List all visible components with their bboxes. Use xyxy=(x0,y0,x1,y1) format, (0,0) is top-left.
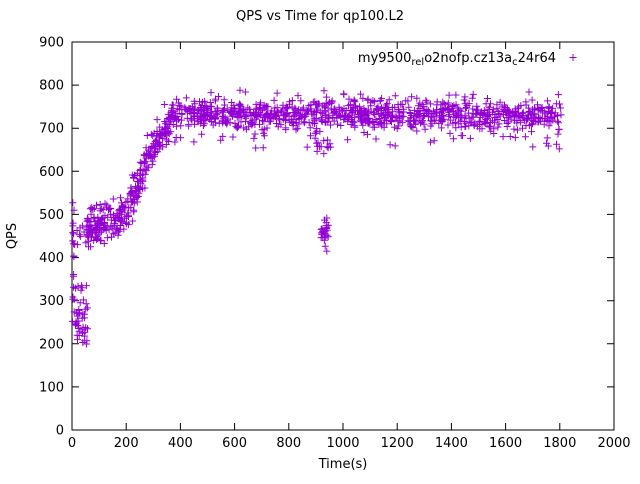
legend: my9500relo2nofp.cz13ac24r64 xyxy=(358,51,577,68)
tick-marks xyxy=(71,41,615,431)
x-tick-label: 1800 xyxy=(543,436,576,451)
x-tick-label: 600 xyxy=(222,436,247,451)
x-tick-label: 1200 xyxy=(381,436,414,451)
y-tick-label: 100 xyxy=(39,380,64,395)
x-axis-label: Time(s) xyxy=(318,457,368,472)
y-axis-label: QPS xyxy=(5,223,20,249)
y-tick-label: 0 xyxy=(56,424,64,439)
y-tick-label: 800 xyxy=(39,79,64,94)
y-tick-label: 700 xyxy=(39,122,64,137)
x-tick-label: 200 xyxy=(114,436,139,451)
x-tick-label: 1400 xyxy=(435,436,468,451)
y-tick-labels: 0 100 200 300 400 500 600 700 800 900 xyxy=(39,36,64,439)
y-tick-label: 400 xyxy=(39,251,64,266)
x-tick-label: 1000 xyxy=(326,436,359,451)
y-tick-label: 900 xyxy=(39,36,64,51)
x-tick-label: 1600 xyxy=(489,436,522,451)
y-tick-label: 500 xyxy=(39,208,64,223)
x-tick-label: 2000 xyxy=(597,436,630,451)
x-tick-labels: 0 200 400 600 800 1000 1200 1400 1600 1800 2000 xyxy=(68,436,631,451)
data-points xyxy=(69,86,565,348)
y-tick-label: 600 xyxy=(39,165,64,180)
y-tick-label: 200 xyxy=(39,337,64,352)
x-tick-label: 0 xyxy=(68,436,76,451)
legend-plus-marker-icon xyxy=(569,54,577,61)
chart-title: QPS vs Time for qp100.L2 xyxy=(236,9,404,24)
legend-label: my9500relo2nofp.cz13ac24r64 xyxy=(358,51,556,68)
y-tick-label: 300 xyxy=(39,294,64,309)
x-tick-label: 400 xyxy=(168,436,193,451)
x-tick-label: 800 xyxy=(276,436,301,451)
